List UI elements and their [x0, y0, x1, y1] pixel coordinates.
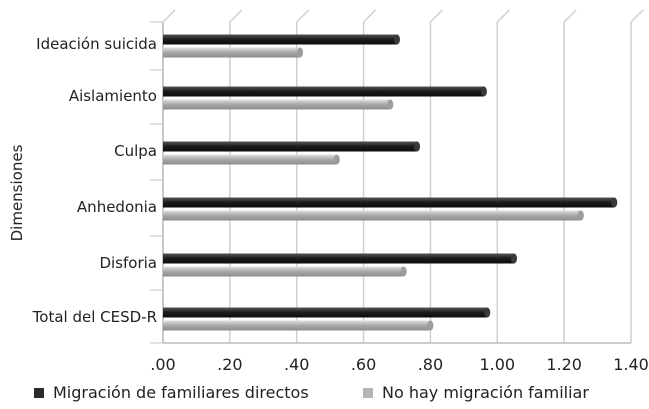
bar-no-migracion — [163, 210, 581, 221]
bar-migracion-familiares — [163, 197, 615, 208]
bar-end-cap — [484, 307, 491, 318]
bar-end-cap — [480, 86, 487, 97]
legend-label: Migración de familiares directos — [53, 383, 309, 402]
x-tick-label: 1.20 — [546, 355, 582, 374]
bar-end-cap — [511, 253, 517, 264]
bar-no-migracion — [163, 154, 337, 165]
bar-migracion-familiares — [163, 34, 397, 45]
bar-migracion-familiares — [163, 141, 418, 152]
bar-no-migracion — [163, 266, 404, 277]
gridline — [162, 9, 176, 23]
category-label: Culpa — [114, 142, 157, 160]
x-tick-label: .20 — [217, 355, 242, 374]
gridline — [296, 9, 310, 23]
category-label: Aislamiento — [69, 87, 157, 105]
bar-no-migracion — [163, 47, 301, 58]
gridline — [496, 9, 510, 23]
bar-no-migracion — [163, 99, 391, 110]
bar-end-cap — [427, 320, 434, 331]
bar-end-cap — [611, 197, 618, 208]
x-tick-label: 1.00 — [479, 355, 515, 374]
bar-end-cap — [400, 266, 407, 277]
x-tick-label: .00 — [150, 355, 175, 374]
legend: Migración de familiares directos No hay … — [0, 383, 649, 407]
bar-end-cap — [333, 154, 340, 165]
category-label: Ideación suicida — [36, 35, 157, 53]
bar-end-cap — [297, 47, 304, 58]
legend-swatch-light — [363, 387, 373, 398]
bar-migracion-familiares — [163, 307, 488, 318]
category-label: Anhedonia — [77, 198, 157, 216]
legend-swatch-dark — [34, 387, 44, 398]
legend-label: No hay migración familiar — [382, 383, 589, 402]
bar-end-cap — [394, 34, 400, 45]
bars — [163, 34, 618, 331]
gridline — [563, 9, 577, 23]
legend-item-series-1: Migración de familiares directos — [34, 383, 309, 402]
category-label: Disforia — [99, 254, 157, 272]
category-label: Total del CESD-R — [32, 308, 157, 326]
bar-end-cap — [387, 99, 394, 110]
y-axis-label: Dimensiones — [8, 144, 26, 241]
x-tick-label: .80 — [418, 355, 443, 374]
x-axis-ticks: .00 .20 .40 .60 .80 1.00 1.20 1.40 — [150, 355, 649, 374]
bar-no-migracion — [163, 320, 431, 331]
gridline — [229, 9, 243, 23]
bar-end-cap — [577, 210, 584, 221]
x-tick-label: .40 — [284, 355, 309, 374]
gridline — [429, 9, 443, 23]
legend-item-series-2: No hay migración familiar — [363, 383, 589, 402]
gridline — [630, 9, 644, 23]
grid-lines — [150, 9, 644, 344]
x-tick-label: .60 — [351, 355, 376, 374]
bar-end-cap — [414, 141, 421, 152]
bar-migracion-familiares — [163, 253, 514, 264]
bar-migracion-familiares — [163, 86, 484, 97]
category-labels: Ideación suicida Aislamiento Culpa Anhedoni… — [32, 35, 157, 326]
gridline — [363, 9, 377, 23]
x-tick-label: 1.40 — [613, 355, 649, 374]
